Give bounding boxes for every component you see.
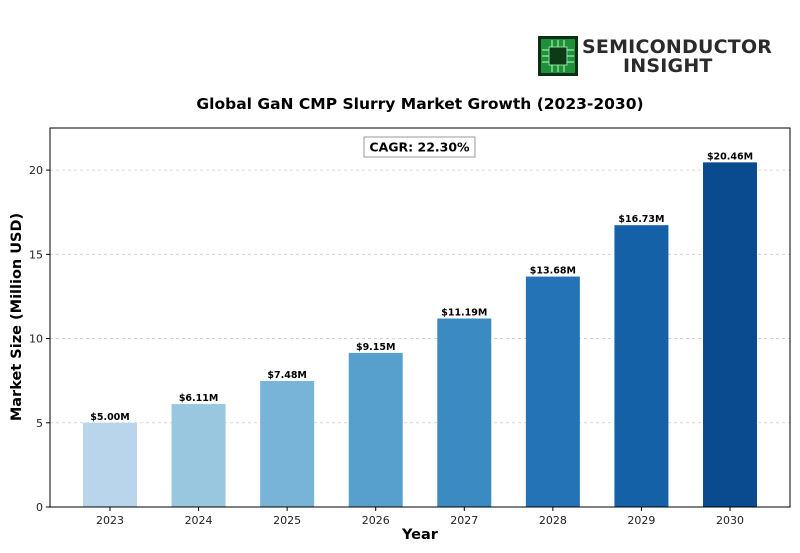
- bar-2025: [260, 381, 315, 507]
- logo-line-1: SEMICONDUCTOR: [582, 36, 773, 58]
- value-label: $20.46M: [707, 151, 753, 162]
- plot-frame: [49, 127, 791, 508]
- x-tick-label: 2026: [362, 514, 390, 527]
- value-label: $6.11M: [179, 393, 219, 404]
- value-label: $11.19M: [441, 308, 487, 319]
- value-label: $9.15M: [356, 342, 396, 353]
- chart-title: Global GaN CMP Slurry Market Growth (202…: [196, 95, 643, 113]
- bar-2023: [83, 422, 137, 507]
- x-tick-label: 2028: [539, 514, 567, 527]
- bar-series: [83, 162, 757, 507]
- value-label: $13.68M: [530, 266, 576, 277]
- y-tick-label: 10: [29, 333, 43, 346]
- value-label: $16.73M: [618, 214, 664, 225]
- x-tick-label: 2025: [273, 514, 301, 527]
- brand-logo: SEMICONDUCTOR INSIGHT: [538, 36, 772, 78]
- x-tick-label: 2023: [96, 514, 124, 527]
- x-tick-label: 2030: [716, 514, 744, 527]
- x-axis-label: Year: [401, 527, 439, 543]
- y-tick-label: 0: [36, 501, 43, 514]
- y-tick-label: 5: [36, 417, 43, 430]
- value-label: $5.00M: [90, 412, 130, 423]
- cagr-text: CAGR: 22.30%: [369, 140, 470, 155]
- cagr-annotation: CAGR: 22.30%: [363, 136, 476, 158]
- y-tick-label: 20: [29, 164, 43, 177]
- logo-line-2: INSIGHT: [623, 55, 713, 77]
- x-tick-label: 2029: [627, 514, 655, 527]
- value-label: $7.48M: [267, 370, 307, 381]
- bar-2028: [525, 276, 580, 507]
- x-tick-label: 2027: [450, 514, 478, 527]
- y-axis-label: Market Size (Million USD): [9, 213, 25, 421]
- bar-2026: [348, 352, 403, 507]
- x-tick-label: 2024: [185, 514, 213, 527]
- y-tick-label: 15: [29, 248, 43, 261]
- bar-2027: [437, 318, 492, 507]
- grid-lines: [50, 169, 790, 424]
- y-axis-ticks: 0 5 10 15 20: [29, 164, 50, 514]
- bar-2030: [703, 162, 757, 507]
- bar-2029: [614, 225, 669, 507]
- bar-2024: [171, 404, 226, 507]
- cagr-box: [363, 136, 476, 158]
- x-axis-ticks: 2023 2024 2025 2026 2027 2028 2029 2030: [96, 507, 744, 527]
- chip-logo-icon: [538, 36, 578, 76]
- value-labels: $5.00M $6.11M $7.48M $9.15M $11.19M $13.68M $1…: [90, 151, 753, 422]
